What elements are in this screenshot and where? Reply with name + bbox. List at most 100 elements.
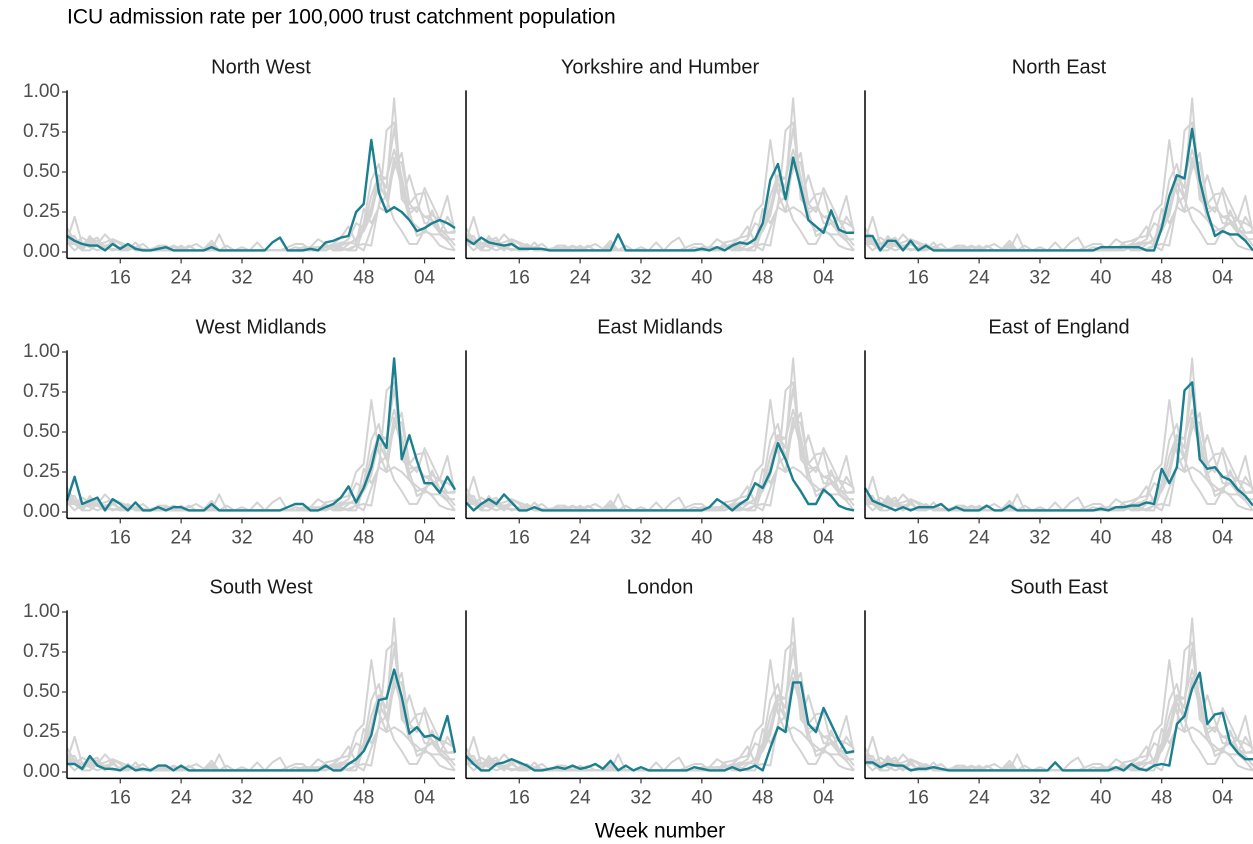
x-tick-label: 16 — [509, 527, 530, 548]
other-line — [465, 121, 855, 252]
x-tick-label: 40 — [292, 527, 313, 548]
x-tick-label: 48 — [353, 787, 374, 808]
other-line — [864, 617, 1253, 772]
highlight-line — [465, 442, 855, 512]
facet-title: London — [627, 577, 694, 599]
other-line — [864, 702, 1253, 772]
facet-title: East of England — [988, 317, 1129, 339]
other-line — [864, 97, 1253, 252]
x-tick-label: 16 — [908, 267, 929, 288]
x-tick-label: 04 — [414, 527, 436, 548]
x-tick-label: 16 — [908, 787, 929, 808]
facet-title: West Midlands — [196, 317, 327, 339]
other-line — [67, 151, 455, 252]
highlight-line — [865, 671, 1253, 772]
other-line — [864, 421, 1253, 512]
other-line — [66, 416, 455, 512]
other-line — [465, 161, 855, 252]
other-line — [66, 156, 455, 252]
other-line — [66, 121, 456, 252]
highlight-line — [465, 156, 854, 252]
highlight-line — [65, 357, 457, 512]
other-line — [66, 681, 456, 772]
y-tick-label: 0.75 — [23, 641, 60, 662]
other-line — [465, 97, 855, 252]
y-tick-label: 0.00 — [23, 241, 60, 262]
y-tick-label: 1.00 — [23, 601, 60, 622]
y-tick-label: 0.00 — [23, 761, 60, 782]
other-line — [66, 702, 456, 772]
x-tick-label: 40 — [1090, 267, 1111, 288]
other-line — [66, 182, 456, 252]
other-line — [864, 161, 1253, 252]
x-tick-label: 24 — [171, 527, 193, 548]
other-line — [465, 421, 855, 512]
x-tick-label: 32 — [630, 787, 651, 808]
other-line — [465, 676, 854, 772]
other-line — [864, 676, 1253, 772]
highlight-line — [66, 138, 456, 252]
other-line — [864, 681, 1253, 772]
facet-title: North West — [211, 57, 311, 79]
x-tick-label: 04 — [1212, 527, 1234, 548]
x-tick-label: 32 — [231, 267, 252, 288]
other-line — [66, 442, 456, 512]
x-tick-label: 24 — [171, 267, 193, 288]
other-line — [66, 161, 456, 252]
other-line — [66, 421, 456, 512]
other-line — [864, 641, 1253, 772]
x-tick-label: 48 — [752, 267, 773, 288]
other-line — [66, 676, 455, 772]
other-line — [66, 97, 456, 252]
x-tick-label: 16 — [509, 787, 530, 808]
y-tick-label: 0.25 — [23, 721, 60, 742]
highlight-line — [865, 127, 1253, 252]
y-tick-label: 1.00 — [23, 81, 60, 102]
other-line — [465, 381, 855, 512]
other-line — [465, 702, 855, 772]
x-tick-label: 24 — [570, 267, 592, 288]
x-tick-label: 48 — [1151, 267, 1172, 288]
other-line — [864, 182, 1253, 252]
y-tick-label: 0.50 — [23, 161, 60, 182]
x-tick-label: 32 — [630, 267, 651, 288]
other-line — [465, 182, 855, 252]
x-tick-label: 40 — [1090, 527, 1111, 548]
x-tick-label: 48 — [1151, 527, 1172, 548]
x-tick-label: 24 — [171, 787, 193, 808]
facet-title: North East — [1012, 57, 1107, 79]
facet-title: East Midlands — [597, 317, 723, 339]
x-tick-label: 48 — [353, 267, 374, 288]
facet-title: South West — [209, 577, 312, 599]
x-tick-label: 40 — [1090, 787, 1111, 808]
highlight-line — [465, 681, 855, 772]
x-axis-title: Week number — [595, 820, 725, 843]
x-tick-label: 40 — [691, 787, 712, 808]
other-line — [465, 617, 855, 772]
other-line — [465, 357, 855, 512]
other-line — [864, 156, 1253, 252]
x-tick-label: 40 — [292, 267, 313, 288]
x-tick-label: 24 — [969, 527, 991, 548]
highlight-line — [67, 668, 457, 772]
y-tick-label: 0.75 — [23, 121, 60, 142]
x-tick-label: 48 — [752, 787, 773, 808]
x-tick-label: 16 — [110, 267, 131, 288]
x-tick-label: 40 — [292, 787, 313, 808]
x-tick-label: 24 — [570, 527, 592, 548]
x-tick-label: 32 — [1029, 787, 1050, 808]
x-tick-label: 04 — [813, 787, 835, 808]
facet-title: Yorkshire and Humber — [561, 57, 760, 79]
x-tick-label: 16 — [110, 787, 131, 808]
other-line — [465, 416, 854, 512]
x-tick-label: 04 — [414, 787, 436, 808]
x-tick-label: 24 — [969, 787, 991, 808]
x-tick-label: 32 — [231, 527, 252, 548]
x-tick-label: 48 — [353, 527, 374, 548]
other-line — [864, 357, 1253, 512]
x-tick-label: 04 — [1212, 267, 1234, 288]
y-tick-label: 0.25 — [23, 201, 60, 222]
x-tick-label: 40 — [691, 267, 712, 288]
